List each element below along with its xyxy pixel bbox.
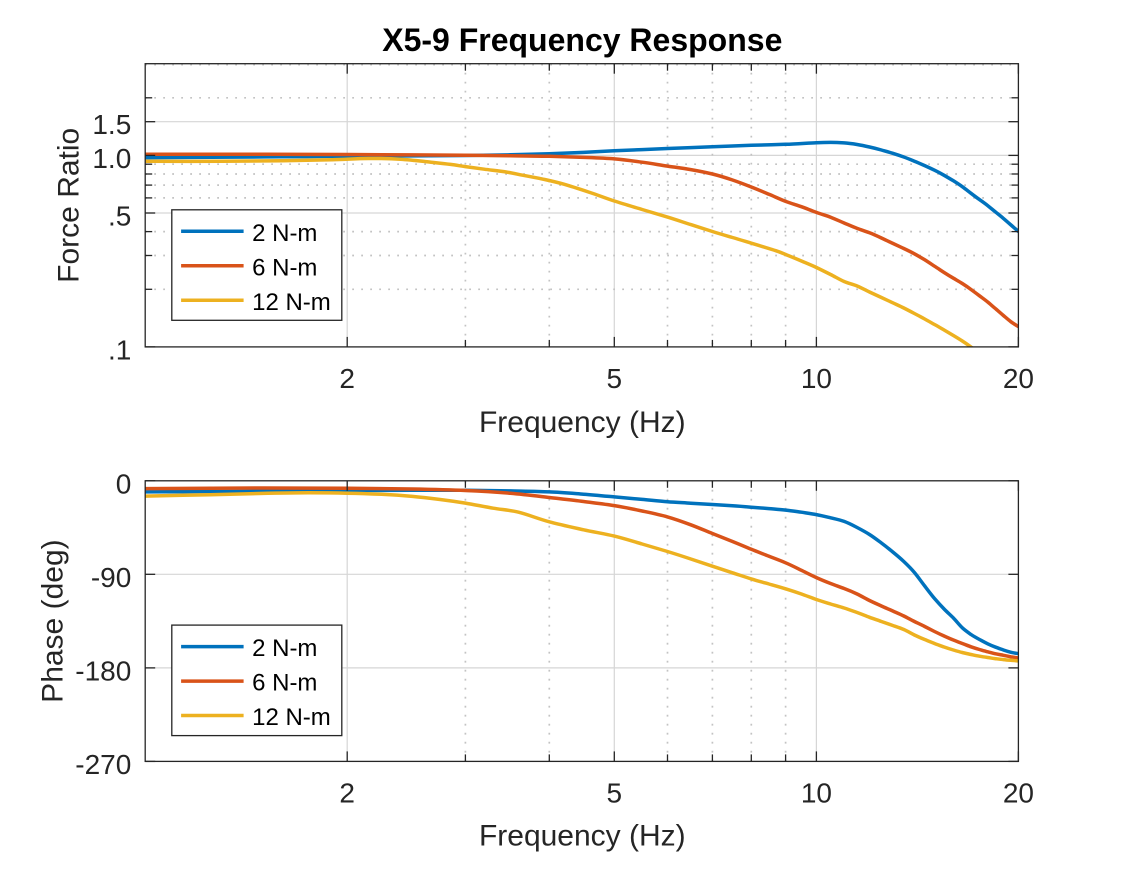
svg-text:-180: -180 bbox=[75, 655, 131, 686]
svg-text:6 N-m: 6 N-m bbox=[252, 254, 317, 281]
svg-text:2 N-m: 2 N-m bbox=[252, 220, 317, 247]
svg-text:-270: -270 bbox=[75, 749, 131, 780]
svg-text:5: 5 bbox=[607, 778, 623, 809]
svg-text:Force Ratio: Force Ratio bbox=[52, 128, 85, 283]
svg-text:X5-9 Frequency Response: X5-9 Frequency Response bbox=[382, 22, 782, 58]
svg-text:5: 5 bbox=[607, 363, 623, 394]
svg-text:1.0: 1.0 bbox=[92, 143, 131, 174]
svg-text:.5: .5 bbox=[108, 201, 131, 232]
svg-text:1.5: 1.5 bbox=[92, 109, 131, 140]
svg-text:6 N-m: 6 N-m bbox=[252, 670, 317, 697]
svg-text:Phase (deg): Phase (deg) bbox=[37, 539, 70, 702]
svg-text:-90: -90 bbox=[91, 562, 131, 593]
svg-text:10: 10 bbox=[801, 778, 832, 809]
svg-text:10: 10 bbox=[801, 363, 832, 394]
svg-text:20: 20 bbox=[1003, 778, 1034, 809]
svg-text:2 N-m: 2 N-m bbox=[252, 635, 317, 662]
svg-text:2: 2 bbox=[339, 363, 355, 394]
svg-text:Frequency (Hz): Frequency (Hz) bbox=[479, 406, 686, 439]
svg-text:12 N-m: 12 N-m bbox=[252, 704, 331, 731]
svg-text:20: 20 bbox=[1003, 363, 1034, 394]
svg-text:0: 0 bbox=[116, 468, 132, 499]
svg-text:2: 2 bbox=[339, 778, 355, 809]
svg-text:12 N-m: 12 N-m bbox=[252, 289, 331, 316]
svg-text:Frequency (Hz): Frequency (Hz) bbox=[479, 819, 686, 852]
svg-text:.1: .1 bbox=[108, 334, 131, 365]
